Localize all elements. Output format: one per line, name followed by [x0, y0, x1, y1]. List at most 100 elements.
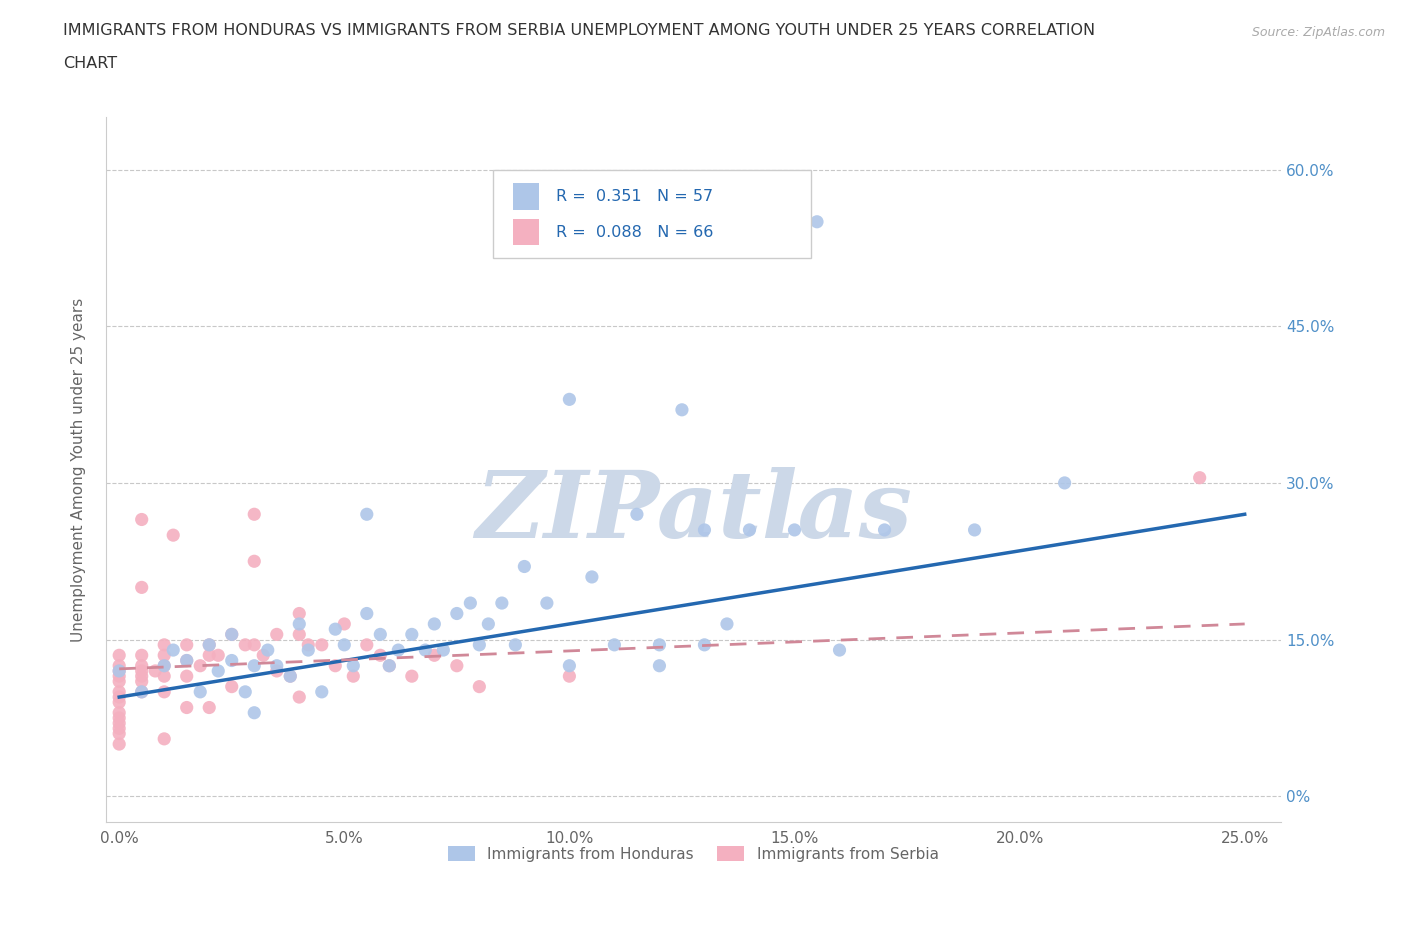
Point	[468, 637, 491, 652]
Point	[401, 627, 423, 642]
Text: ZIPatlas: ZIPatlas	[475, 467, 911, 557]
Point	[288, 627, 311, 642]
Point	[176, 653, 198, 668]
Point	[153, 658, 176, 673]
Point	[356, 507, 378, 522]
FancyBboxPatch shape	[494, 170, 811, 259]
Point	[131, 580, 153, 595]
Point	[266, 663, 288, 678]
Point	[153, 731, 176, 746]
Point	[131, 663, 153, 678]
Point	[131, 684, 153, 699]
Point	[505, 637, 527, 652]
Point	[323, 622, 346, 637]
Point	[243, 658, 266, 673]
Point	[460, 595, 482, 610]
Point	[963, 523, 986, 538]
Point	[252, 648, 274, 663]
Point	[108, 721, 131, 736]
Point	[423, 648, 446, 663]
Point	[198, 637, 221, 652]
Point	[153, 684, 176, 699]
Point	[131, 648, 153, 663]
Point	[207, 648, 229, 663]
Point	[693, 523, 716, 538]
Point	[266, 658, 288, 673]
Point	[176, 637, 198, 652]
Point	[243, 554, 266, 569]
Point	[423, 617, 446, 631]
Point	[221, 679, 243, 694]
Point	[378, 658, 401, 673]
Point	[648, 637, 671, 652]
Point	[108, 684, 131, 699]
Point	[468, 679, 491, 694]
Point	[233, 637, 256, 652]
Point	[278, 669, 301, 684]
Point	[131, 658, 153, 673]
Point	[368, 627, 391, 642]
Point	[243, 637, 266, 652]
Point	[131, 674, 153, 689]
Point	[162, 643, 184, 658]
Point	[1188, 471, 1211, 485]
Point	[558, 669, 581, 684]
Point	[378, 658, 401, 673]
Point	[368, 648, 391, 663]
Point	[446, 658, 468, 673]
Point	[153, 637, 176, 652]
Text: CHART: CHART	[63, 56, 117, 71]
Point	[162, 527, 184, 542]
Point	[288, 617, 311, 631]
Point	[108, 716, 131, 731]
Point	[131, 669, 153, 684]
Point	[671, 403, 693, 418]
Point	[233, 684, 256, 699]
Point	[207, 663, 229, 678]
Point	[176, 669, 198, 684]
Point	[221, 653, 243, 668]
Text: R =  0.088   N = 66: R = 0.088 N = 66	[555, 225, 713, 240]
Point	[108, 663, 131, 678]
Point	[603, 637, 626, 652]
Point	[176, 653, 198, 668]
Point	[446, 606, 468, 621]
Point	[342, 658, 364, 673]
Point	[108, 737, 131, 751]
Point	[477, 617, 499, 631]
Point	[356, 637, 378, 652]
Point	[738, 523, 761, 538]
Point	[176, 700, 198, 715]
Point	[198, 637, 221, 652]
Text: IMMIGRANTS FROM HONDURAS VS IMMIGRANTS FROM SERBIA UNEMPLOYMENT AMONG YOUTH UNDE: IMMIGRANTS FROM HONDURAS VS IMMIGRANTS F…	[63, 23, 1095, 38]
Point	[153, 658, 176, 673]
Point	[558, 392, 581, 406]
Point	[278, 669, 301, 684]
Point	[783, 523, 806, 538]
Point	[311, 637, 333, 652]
Point	[131, 684, 153, 699]
Point	[297, 637, 319, 652]
Point	[491, 595, 513, 610]
Point	[153, 648, 176, 663]
Point	[108, 663, 131, 678]
Point	[108, 726, 131, 741]
Point	[188, 684, 211, 699]
Point	[256, 643, 278, 658]
Text: Source: ZipAtlas.com: Source: ZipAtlas.com	[1251, 26, 1385, 39]
Point	[221, 627, 243, 642]
Point	[716, 617, 738, 631]
Point	[311, 684, 333, 699]
FancyBboxPatch shape	[513, 183, 540, 210]
Point	[131, 512, 153, 527]
Point	[108, 669, 131, 684]
Point	[1053, 475, 1076, 490]
Point	[108, 658, 131, 673]
Point	[626, 507, 648, 522]
Point	[188, 658, 211, 673]
Point	[288, 690, 311, 705]
Point	[108, 690, 131, 705]
Point	[333, 617, 356, 631]
Point	[558, 658, 581, 673]
Point	[415, 643, 437, 658]
